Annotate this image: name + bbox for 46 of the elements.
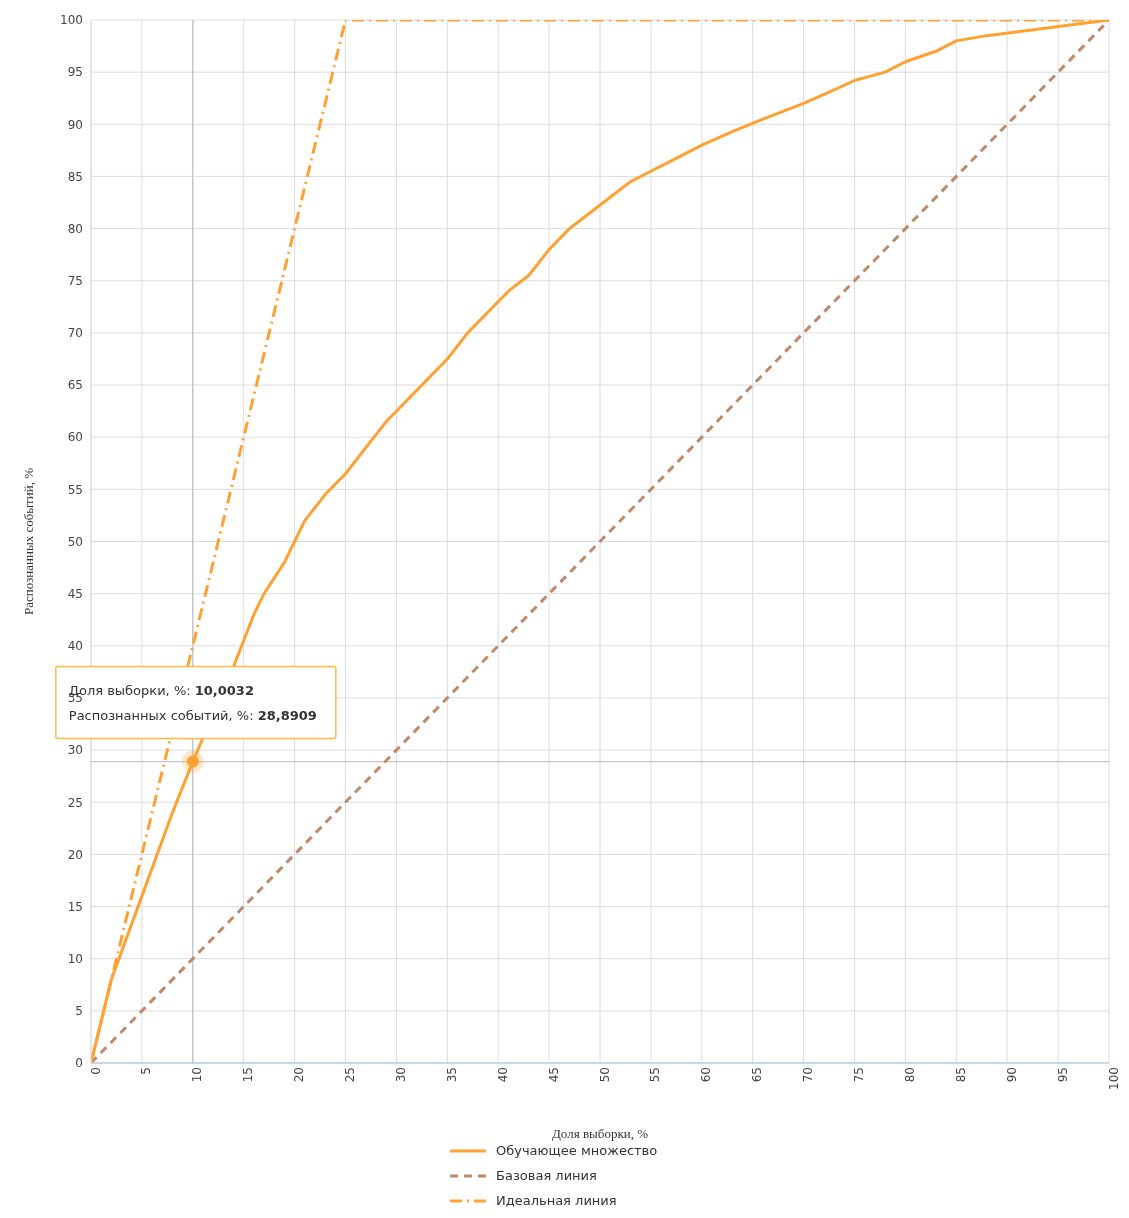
y-tick-label: 100: [60, 13, 83, 28]
x-tick-label: 70: [801, 1067, 816, 1083]
y-tick-label: 80: [67, 221, 83, 236]
y-tick-label: 45: [67, 586, 83, 601]
y-tick-label: 10: [67, 951, 83, 966]
x-tick-label: 65: [750, 1067, 765, 1083]
x-tick-label: 100: [1106, 1067, 1121, 1090]
y-tick-label: 5: [75, 1004, 83, 1019]
x-tick-label: 95: [1055, 1067, 1070, 1083]
x-tick-label: 80: [902, 1067, 917, 1083]
annotation: Распознанных событий, %: 28,8909: [68, 707, 317, 723]
x-tick-label: 40: [495, 1067, 510, 1083]
y-tick-label: 40: [67, 639, 83, 654]
x-tick-label: 55: [648, 1067, 663, 1083]
x-tick-label: 60: [699, 1067, 714, 1083]
x-tick-label: 20: [292, 1067, 307, 1083]
legend-label: Идеальная линия: [496, 1193, 617, 1208]
y-tick-label: 25: [67, 795, 83, 810]
y-tick-label: 85: [67, 169, 83, 184]
x-tick-label: 35: [444, 1067, 459, 1083]
x-tick-label: 25: [343, 1067, 358, 1083]
y-tick-label: 50: [67, 534, 83, 549]
y-axis-title: Распознанных событий, %: [20, 467, 36, 616]
y-tick-label: 65: [67, 378, 83, 393]
y-tick-label: 60: [67, 430, 83, 445]
y-tick-label: 70: [67, 326, 83, 341]
x-tick-label: 30: [393, 1067, 408, 1083]
x-tick-label: 85: [953, 1067, 968, 1083]
x-tick-label: 45: [546, 1067, 561, 1083]
x-tick-label: 50: [597, 1067, 612, 1083]
y-tick-label: 15: [67, 899, 83, 914]
y-tick-label: 20: [67, 847, 83, 862]
x-tick-label: 90: [1004, 1067, 1019, 1083]
y-tick-label: 55: [67, 482, 83, 497]
y-tick-label: 75: [67, 274, 83, 289]
x-axis-title: Доля выборки, %: [551, 1126, 649, 1141]
x-tick-label: 0: [88, 1067, 103, 1075]
x-tick-label: 10: [190, 1067, 205, 1083]
x-tick-label: 5: [139, 1067, 154, 1075]
x-tick-label: 75: [852, 1067, 867, 1083]
y-tick-label: 90: [67, 117, 83, 132]
legend-label: Обучающее множество: [496, 1143, 658, 1158]
legend-label: Базовая линия: [496, 1168, 597, 1183]
y-tick-label: 95: [67, 65, 83, 80]
y-tick-label: 30: [67, 743, 83, 758]
x-tick-label: 15: [241, 1067, 256, 1083]
